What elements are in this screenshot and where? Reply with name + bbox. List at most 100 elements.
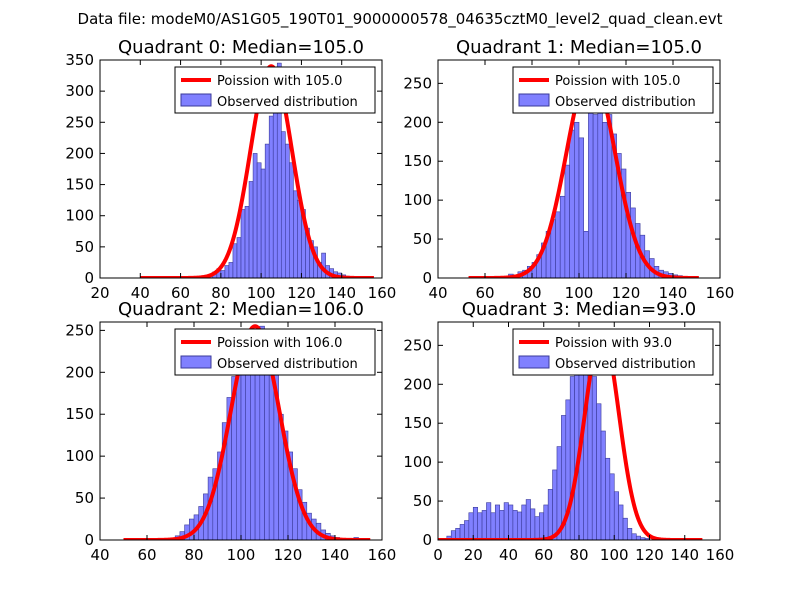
histogram-bar (578, 137, 584, 278)
histogram-bar (605, 457, 611, 540)
y-tick-label: 250 (403, 336, 432, 354)
chart-panel-0: 20 40 60 80 100 120 140 160 0 50 100 150 200 250 300 35… (65, 37, 396, 302)
histogram-bar (618, 504, 624, 540)
histogram-bar (559, 195, 566, 278)
x-tick-label: 60 (475, 284, 494, 302)
histogram-bar (272, 103, 278, 278)
y-tick-label: 50 (413, 230, 432, 248)
histogram-bar (622, 517, 628, 540)
histogram-bar (569, 376, 575, 540)
histogram-bars (204, 62, 351, 278)
legend-bar-swatch (518, 93, 550, 107)
histogram-bar (503, 502, 509, 540)
y-tick-label: 150 (65, 176, 94, 194)
y-tick-label: 350 (65, 51, 94, 69)
histogram-bar (486, 502, 492, 540)
histogram-bar (293, 190, 298, 278)
histogram-bar (468, 512, 474, 540)
histogram-bar (583, 230, 589, 278)
legend-label-poisson: Poission with 105.0 (555, 74, 680, 89)
x-tick-label: 80 (211, 284, 230, 302)
x-tick-label: 20 (464, 546, 483, 564)
chart-panel-1: 40 60 80 100 120 140 160 0 50 100 150 200 250 Quadran… (403, 37, 734, 302)
y-tick-label: 50 (413, 492, 432, 510)
x-tick-label: 100 (247, 284, 276, 302)
histogram-bar (236, 237, 242, 278)
chart-panel-2: 40 60 80 100 120 140 160 0 50 100 150 200 250 Quadran… (65, 299, 396, 564)
histogram-bar (254, 372, 261, 540)
y-tick-label: 250 (65, 113, 94, 131)
histogram-bar (564, 164, 570, 278)
y-tick-label: 250 (65, 321, 94, 339)
chart-panel-3: 0 20 40 60 80 100 120 140 160 0 50 100 150 200 250 Quad… (403, 299, 734, 564)
histogram-bar (490, 512, 496, 540)
histogram-bar (481, 510, 487, 540)
histogram-bar (530, 508, 536, 540)
histogram-bar (573, 121, 580, 278)
histogram-bar (240, 346, 246, 540)
histogram-bar (521, 504, 527, 540)
y-tick-label: 150 (403, 152, 432, 170)
x-tick-label: 100 (600, 546, 629, 564)
histogram-bar (543, 504, 549, 540)
histogram-bar (591, 376, 597, 540)
histogram-bar (459, 524, 465, 540)
y-tick-label: 200 (403, 375, 432, 393)
histogram-bar (240, 209, 246, 278)
histogram-bar (464, 520, 470, 540)
histogram-bar (244, 206, 250, 278)
histogram-bar (264, 346, 270, 540)
legend-bar-swatch (518, 355, 550, 369)
histogram-bar (534, 516, 540, 540)
histogram-bar (228, 262, 234, 278)
histogram-bar (268, 115, 274, 278)
y-tick-label: 250 (403, 74, 432, 92)
y-tick-label: 100 (65, 447, 94, 465)
y-tick-label: 150 (403, 414, 432, 432)
histogram-bar (555, 211, 561, 278)
y-tick-label: 100 (65, 207, 94, 225)
x-tick-label: 160 (706, 546, 735, 564)
histogram-bar (552, 469, 558, 540)
y-tick-label: 200 (403, 113, 432, 131)
y-tick-label: 200 (65, 144, 94, 162)
histogram-bar (252, 153, 258, 278)
histogram-bars (174, 325, 364, 540)
histogram-bar (508, 504, 514, 540)
x-tick-label: 80 (184, 546, 203, 564)
legend-bar-swatch (180, 93, 212, 107)
figure-title: Data file: modeM0/AS1G05_190T01_90000005… (78, 10, 723, 29)
legend: Poission with 106.0 Observed distribution (174, 328, 376, 376)
histogram-bar (592, 114, 599, 278)
y-tick-label: 0 (84, 269, 94, 287)
y-tick-label: 200 (65, 363, 94, 381)
histogram-bar (264, 143, 270, 278)
histogram-bar (635, 535, 641, 540)
x-tick-label: 140 (659, 284, 688, 302)
x-tick-label: 100 (227, 546, 256, 564)
chart-title: Quadrant 2: Median=106.0 (118, 299, 364, 320)
legend: Poission with 93.0 Observed distribution (512, 328, 714, 376)
y-tick-label: 300 (65, 82, 94, 100)
y-tick-label: 50 (75, 489, 94, 507)
histogram-bar (260, 168, 266, 278)
x-tick-label: 120 (635, 546, 664, 564)
x-tick-label: 160 (706, 284, 735, 302)
x-tick-label: 60 (171, 284, 190, 302)
x-tick-label: 120 (274, 546, 303, 564)
x-tick-label: 60 (534, 546, 553, 564)
histogram-bar (477, 512, 483, 540)
legend: Poission with 105.0 Observed distribution (174, 66, 376, 114)
x-tick-label: 160 (368, 546, 397, 564)
histogram-bar (602, 121, 608, 278)
histogram-bar (512, 510, 518, 540)
histogram-bar (609, 473, 615, 540)
histogram-bar (600, 430, 606, 540)
x-tick-label: 40 (499, 546, 518, 564)
x-tick-label: 120 (287, 284, 316, 302)
legend-label-observed: Observed distribution (217, 357, 358, 372)
histogram-bar (539, 512, 545, 540)
chart-title: Quadrant 0: Median=105.0 (118, 37, 364, 58)
x-tick-label: 20 (90, 284, 109, 302)
